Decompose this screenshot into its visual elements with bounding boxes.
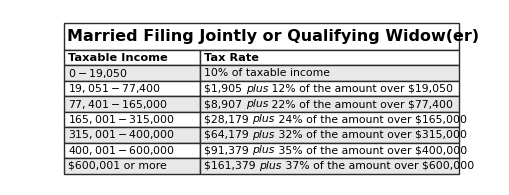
Text: 32% of the amount over $315,000: 32% of the amount over $315,000: [274, 130, 466, 140]
Bar: [64, 127, 200, 143]
Bar: [64, 50, 200, 66]
Bar: [64, 66, 200, 81]
Bar: [200, 96, 458, 112]
Text: 10% of taxable income: 10% of taxable income: [204, 68, 329, 78]
Text: 22% of the amount over $77,400: 22% of the amount over $77,400: [267, 99, 452, 109]
Bar: [200, 112, 458, 127]
Bar: [200, 50, 458, 66]
Bar: [64, 112, 200, 127]
Text: $64,179: $64,179: [204, 130, 252, 140]
Text: $77,401 - $165,000: $77,401 - $165,000: [68, 98, 167, 111]
Text: 12% of the amount over $19,050: 12% of the amount over $19,050: [267, 84, 452, 94]
Text: Taxable Income: Taxable Income: [68, 53, 167, 63]
Bar: [64, 96, 200, 112]
Bar: [200, 158, 458, 174]
Text: plus: plus: [252, 114, 274, 124]
Text: $91,379: $91,379: [204, 145, 252, 155]
Bar: [64, 81, 200, 96]
Text: plus: plus: [252, 130, 274, 140]
Text: 24% of the amount over $165,000: 24% of the amount over $165,000: [274, 114, 466, 124]
Text: $8,907: $8,907: [204, 99, 245, 109]
Text: $165,001 - $315,000: $165,001 - $315,000: [68, 113, 174, 126]
Bar: [200, 66, 458, 81]
Bar: [64, 23, 458, 50]
Text: $0 - $19,050: $0 - $19,050: [68, 67, 127, 80]
Bar: [64, 143, 200, 158]
Text: $400,001 - $600,000: $400,001 - $600,000: [68, 144, 174, 157]
Text: $28,179: $28,179: [204, 114, 252, 124]
Text: plus: plus: [252, 145, 274, 155]
Text: 35% of the amount over $400,000: 35% of the amount over $400,000: [274, 145, 466, 155]
Bar: [200, 143, 458, 158]
Text: $161,379: $161,379: [204, 161, 259, 171]
Text: $19,051 - $77,400: $19,051 - $77,400: [68, 82, 160, 95]
Text: $600,001 or more: $600,001 or more: [68, 161, 166, 171]
Bar: [64, 158, 200, 174]
Bar: [200, 127, 458, 143]
Text: Tax Rate: Tax Rate: [204, 53, 259, 63]
Text: $1,905: $1,905: [204, 84, 245, 94]
Text: $315,001 - $400,000: $315,001 - $400,000: [68, 129, 174, 141]
Bar: [200, 81, 458, 96]
Text: plus: plus: [259, 161, 281, 171]
Text: plus: plus: [245, 99, 267, 109]
Text: Married Filing Jointly or Qualifying Widow(er): Married Filing Jointly or Qualifying Wid…: [67, 29, 478, 44]
Text: 37% of the amount over $600,000: 37% of the amount over $600,000: [281, 161, 473, 171]
Text: plus: plus: [245, 84, 267, 94]
